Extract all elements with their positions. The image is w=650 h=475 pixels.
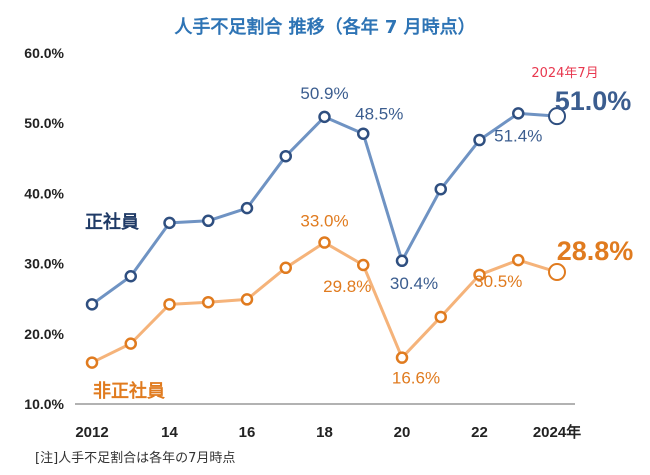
data-label: 48.5% (355, 105, 403, 124)
data-point (473, 268, 486, 282)
x-tick-label: 16 (239, 424, 256, 441)
data-label: 30.4% (390, 274, 438, 293)
data-point (85, 298, 99, 311)
data-label: 16.6% (392, 369, 440, 388)
x-tick-label: 22 (471, 424, 488, 441)
data-label: 33.0% (300, 212, 348, 231)
data-label: 51.4% (494, 126, 542, 145)
series-line-nonregular (91, 241, 558, 364)
data-label: 28.8% (557, 236, 634, 266)
data-point (202, 295, 215, 309)
x-tick-label: 2024年 (533, 423, 581, 441)
y-tick-label: 30.0% (24, 256, 64, 272)
data-point (395, 351, 409, 364)
annotation-2024: 2024年7月 (531, 66, 598, 81)
data-point (318, 110, 331, 124)
data-point (357, 258, 370, 272)
data-point (434, 310, 447, 324)
y-tick-label: 60.0% (24, 45, 64, 61)
data-point (202, 214, 215, 228)
x-tick-label: 20 (394, 424, 411, 441)
data-point (512, 253, 525, 267)
x-tick-label: 2012 (75, 424, 108, 441)
chart-title: 人手不足割合 推移（各年 7 月時点） (174, 16, 475, 38)
data-point (240, 201, 254, 215)
data-point (548, 263, 566, 282)
data-point (434, 182, 447, 196)
data-point (240, 293, 254, 306)
x-axis: 2012 14 16 18 20 22 2024年 (75, 423, 581, 441)
footnote: [注]人手不足割合は各年の7月時点 (35, 450, 235, 466)
data-point (548, 107, 566, 126)
y-tick-label: 50.0% (24, 115, 64, 131)
data-label: 30.5% (474, 272, 522, 291)
y-tick-label: 10.0% (24, 396, 64, 412)
x-tick-label: 14 (161, 424, 178, 441)
data-point (124, 337, 137, 350)
data-label: 51.0% (555, 86, 632, 116)
x-tick-label: 18 (316, 424, 333, 441)
data-point (124, 269, 137, 283)
y-tick-label: 40.0% (24, 185, 64, 201)
data-point (512, 107, 525, 120)
data-point (163, 216, 176, 230)
data-point (85, 356, 99, 369)
data-point (318, 236, 331, 249)
series-label-regular: 正社員 (85, 211, 139, 233)
series-label-nonregular: 非正社員 (93, 380, 165, 402)
y-axis: 10.0% 20.0% 30.0% 40.0% 50.0% 60.0% (24, 45, 64, 412)
data-point (395, 254, 409, 268)
data-point (473, 133, 486, 147)
data-point (357, 127, 370, 140)
data-labels: 50.9% 48.5% 30.4% 51.4% 51.0% 33.0% 29.8% 16.6%… (300, 84, 633, 388)
data-point (279, 261, 292, 275)
data-point (163, 298, 176, 311)
data-label: 50.9% (300, 84, 348, 103)
y-tick-label: 20.0% (24, 326, 64, 342)
data-label: 29.8% (323, 277, 371, 296)
series-markers (85, 107, 566, 369)
data-point (279, 149, 292, 163)
